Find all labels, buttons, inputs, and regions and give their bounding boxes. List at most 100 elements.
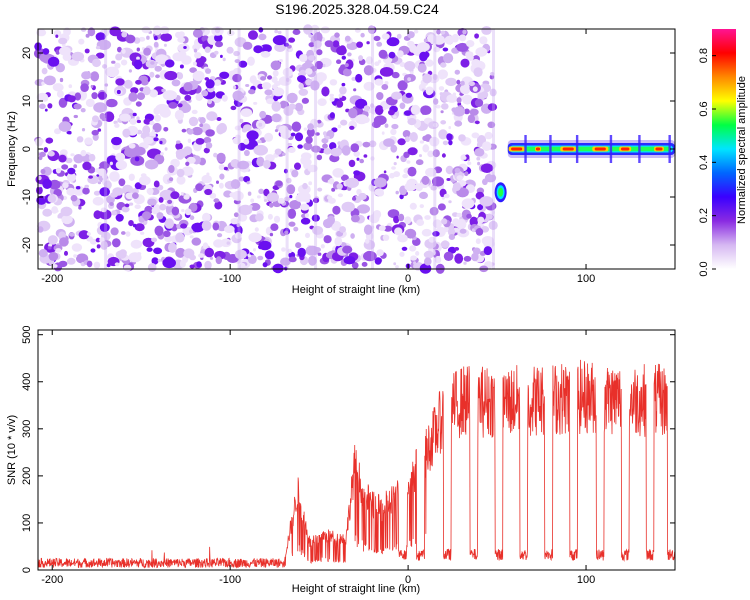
noise-speckle — [183, 82, 193, 92]
noise-speckle — [402, 173, 409, 179]
noise-speckle — [187, 138, 192, 143]
noise-speckle — [396, 155, 399, 159]
noise-speckle — [424, 257, 432, 266]
noise-speckle — [47, 150, 55, 157]
noise-speckle — [416, 42, 430, 52]
noise-speckle — [115, 250, 127, 259]
noise-speckle — [70, 153, 75, 157]
noise-speckle — [146, 35, 150, 40]
noise-speckle — [147, 198, 157, 206]
noise-speckle — [462, 155, 467, 160]
noise-speckle — [429, 206, 439, 216]
noise-speckle — [97, 181, 102, 185]
noise-speckle — [247, 191, 252, 196]
noise-speckle — [311, 145, 321, 153]
noise-speckle — [175, 247, 186, 258]
noise-speckle — [239, 118, 244, 123]
noise-speckle — [425, 167, 437, 177]
noise-speckle — [246, 181, 250, 185]
noise-speckle — [328, 177, 335, 185]
noise-speckle — [287, 147, 296, 153]
noise-speckle — [113, 120, 118, 125]
noise-speckle — [132, 223, 137, 228]
noise-speckle — [407, 77, 411, 82]
noise-speckle — [403, 110, 412, 116]
noise-speckle — [481, 26, 492, 35]
noise-speckle — [282, 67, 293, 77]
noise-speckle — [341, 145, 351, 156]
noise-speckle — [232, 85, 237, 90]
noise-speckle — [391, 71, 400, 79]
noise-speckle — [161, 88, 166, 93]
noise-speckle — [226, 46, 234, 54]
noise-speckle — [121, 231, 126, 235]
noise-speckle — [484, 173, 497, 183]
noise-speckle — [42, 208, 53, 217]
noise-speckle — [175, 142, 183, 151]
colorbar-ticks: 0.0 0.2 0.4 0.6 0.8 — [698, 48, 716, 277]
x-tick-label: 0 — [405, 574, 411, 586]
y-tick-label: 500 — [21, 326, 33, 344]
noise-speckle — [153, 137, 159, 142]
noise-speckle — [238, 176, 245, 182]
noise-speckle — [151, 207, 161, 215]
noise-speckle — [311, 214, 320, 222]
noise-speckle — [253, 248, 256, 252]
noise-speckle — [376, 41, 383, 47]
noise-speckle — [391, 166, 396, 170]
noise-speckle — [135, 79, 142, 85]
noise-speckle — [238, 60, 248, 68]
noise-speckle — [358, 192, 367, 201]
noise-speckle — [425, 88, 433, 96]
noise-speckle — [433, 98, 439, 105]
noise-speckle — [441, 153, 446, 158]
noise-speckle — [329, 96, 335, 102]
colorbar-gradient — [712, 29, 736, 269]
noise-speckle — [248, 89, 256, 95]
noise-speckle — [325, 135, 330, 140]
noise-speckle — [128, 92, 138, 102]
noise-speckle — [339, 226, 346, 233]
noise-speckle — [132, 192, 139, 199]
noise-speckle — [288, 256, 297, 263]
noise-speckle — [248, 30, 258, 40]
noise-speckle — [288, 37, 296, 43]
noise-speckle — [344, 63, 349, 68]
noise-speckle — [260, 76, 267, 81]
noise-speckle — [278, 125, 289, 135]
noise-speckle — [58, 154, 67, 163]
noise-speckle — [332, 168, 344, 178]
noise-speckle — [329, 93, 335, 98]
noise-speckle — [339, 86, 347, 95]
noise-speckle — [363, 81, 375, 91]
spectrogram-y-axis: -20 -10 0 10 20 — [21, 47, 675, 253]
noise-speckle — [84, 137, 93, 145]
noise-speckle — [409, 71, 414, 75]
noise-speckle — [130, 87, 139, 94]
noise-speckle — [370, 156, 375, 161]
noise-speckle — [259, 110, 267, 119]
noise-speckle — [138, 175, 151, 186]
noise-speckle — [63, 27, 71, 36]
noise-speckle — [238, 142, 246, 151]
noise-speckle — [283, 42, 289, 47]
noise-speckle — [199, 117, 206, 124]
noise-speckle — [78, 230, 90, 240]
noise-speckle — [41, 67, 48, 75]
noise-speckle — [300, 217, 311, 225]
noise-speckle — [238, 213, 248, 222]
noise-speckle — [365, 56, 373, 65]
noise-speckle — [80, 149, 87, 157]
noise-speckle — [134, 223, 145, 232]
noise-speckle — [312, 225, 324, 235]
noise-speckle — [55, 34, 59, 38]
noise-speckle — [266, 192, 279, 202]
noise-speckle — [60, 206, 73, 217]
noise-speckle — [115, 213, 124, 222]
noise-speckle — [272, 263, 284, 274]
noise-speckle — [305, 232, 310, 239]
noise-speckle — [183, 146, 193, 156]
noise-speckle — [436, 29, 441, 35]
noise-speckle — [205, 142, 213, 149]
noise-speckle — [267, 75, 273, 80]
